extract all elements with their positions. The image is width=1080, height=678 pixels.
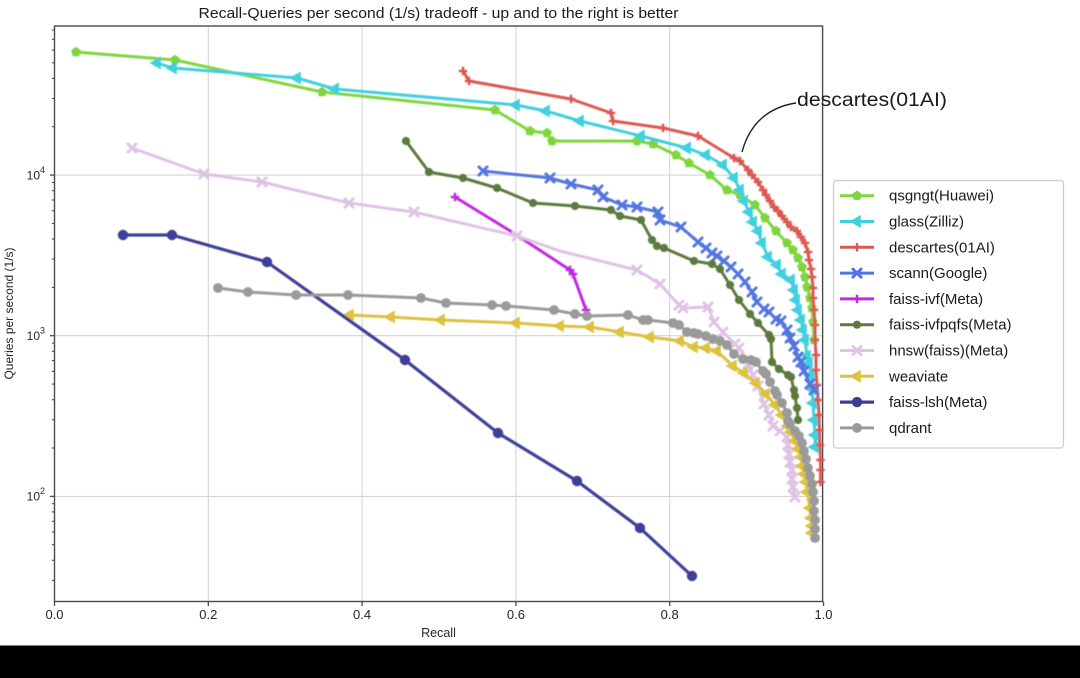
svg-text:Recall: Recall [421, 626, 456, 640]
svg-text:0.4: 0.4 [353, 607, 371, 622]
svg-text:0.6: 0.6 [507, 607, 525, 622]
svg-text:10: 10 [27, 490, 41, 504]
svg-text:faiss-lsh(Meta): faiss-lsh(Meta) [889, 394, 987, 411]
svg-text:faiss-ivfpqfs(Meta): faiss-ivfpqfs(Meta) [889, 317, 1012, 334]
svg-text:descartes(01AI): descartes(01AI) [797, 90, 947, 111]
svg-text:qdrant: qdrant [889, 420, 932, 437]
svg-text:10: 10 [27, 329, 41, 343]
svg-text:10: 10 [27, 168, 41, 182]
svg-text:4: 4 [40, 165, 45, 175]
svg-text:hnsw(faiss)(Meta): hnsw(faiss)(Meta) [889, 343, 1008, 360]
svg-text:faiss-ivf(Meta): faiss-ivf(Meta) [889, 291, 983, 308]
svg-text:Recall-Queries per second (1/s: Recall-Queries per second (1/s) tradeoff… [199, 5, 679, 22]
svg-text:glass(Zilliz): glass(Zilliz) [889, 214, 964, 231]
svg-text:0.2: 0.2 [199, 607, 217, 622]
svg-text:Queries per second (1/s): Queries per second (1/s) [2, 247, 16, 379]
svg-text:0.8: 0.8 [661, 607, 679, 622]
svg-text:descartes(01AI): descartes(01AI) [889, 239, 995, 256]
svg-text:3: 3 [40, 326, 45, 336]
svg-text:qsgngt(Huawei): qsgngt(Huawei) [889, 188, 994, 205]
svg-text:scann(Google): scann(Google) [889, 265, 987, 282]
svg-text:2: 2 [40, 486, 45, 496]
svg-text:weaviate: weaviate [888, 368, 948, 385]
svg-text:0.0: 0.0 [45, 607, 63, 622]
svg-text:1.0: 1.0 [814, 607, 832, 622]
